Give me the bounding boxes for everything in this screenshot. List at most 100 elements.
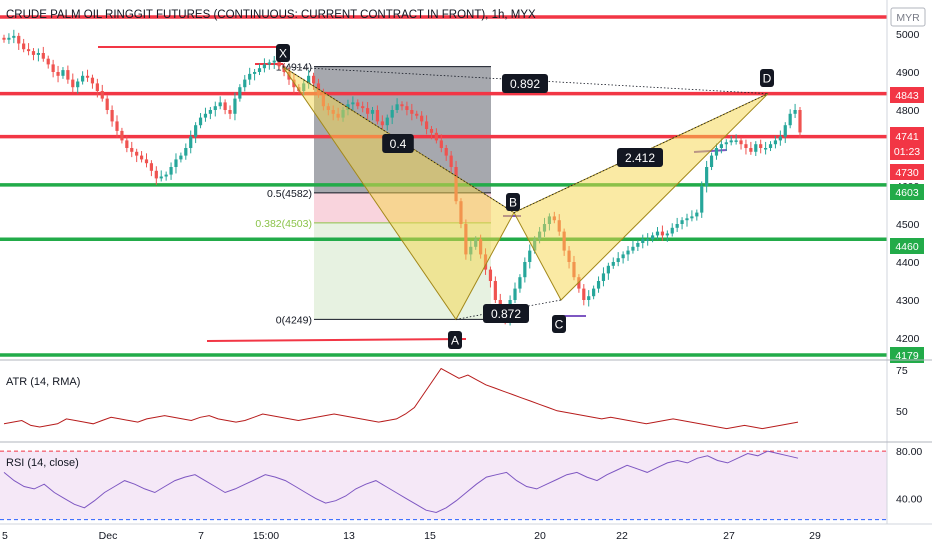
price-axis-badge-label: 4179 <box>895 350 919 362</box>
candle-body <box>385 117 389 126</box>
candle-body <box>783 125 787 137</box>
fib-level-label: 0.382(4503) <box>255 218 312 230</box>
time-axis[interactable]: 5 Dec 7 15:00 13 15 20 22 27 29 <box>2 530 821 542</box>
candle-body <box>267 62 271 65</box>
candle-body <box>641 239 645 243</box>
candle-body <box>100 91 104 99</box>
harmonic-point-label: C <box>555 318 564 332</box>
candle-body <box>405 106 409 110</box>
candle-body <box>616 258 620 262</box>
candle-body <box>174 159 178 167</box>
candle-body <box>56 72 60 76</box>
price-axis-badge <box>890 184 924 200</box>
candle-body <box>444 148 448 156</box>
candle-body <box>223 102 227 110</box>
price-axis-badge-label: 4460 <box>895 241 919 253</box>
candle-body <box>518 277 522 289</box>
candle-body <box>144 159 149 164</box>
candle-body <box>41 53 45 59</box>
candle-body <box>705 167 709 186</box>
rsi-pane[interactable]: RSI (14, close) 80.00 40.00 <box>0 446 922 521</box>
price-axis-badge <box>890 347 924 363</box>
candle-body <box>85 75 90 78</box>
candle-body <box>449 155 453 167</box>
candle-body <box>793 110 797 114</box>
currency-badge[interactable]: MYR <box>890 7 926 27</box>
candle-body <box>252 72 257 74</box>
rsi-upper-label: 80.00 <box>896 446 922 458</box>
price-tick-label: 4400 <box>896 257 920 269</box>
harmonic-point-badge <box>448 331 462 349</box>
time-tick-label: 5 <box>2 530 8 542</box>
candle-body <box>410 110 414 114</box>
candle-body <box>670 227 674 234</box>
candle-body <box>709 155 714 167</box>
rsi-band-fill <box>0 451 887 520</box>
harmonic-point-badge <box>276 44 290 62</box>
candle-body <box>36 53 40 55</box>
harmonic-ratio-label: 0.872 <box>491 307 521 321</box>
harmonic-ratio-label: 2.412 <box>625 151 655 165</box>
candle-body <box>76 81 80 88</box>
candle-body <box>395 104 399 110</box>
harmonic-ratio-badge <box>617 148 663 167</box>
candle-body <box>592 288 596 297</box>
bar-countdown-label: 01:23 <box>894 146 920 158</box>
price-pane[interactable]: 1(4914)0.5(4582)0.382(4503)0(4249)XABCD0… <box>0 15 887 357</box>
candle-body <box>370 110 375 114</box>
annotation-segment <box>206 338 467 342</box>
candle-body <box>655 231 660 236</box>
candle-body <box>700 186 704 213</box>
candle-body <box>380 121 384 126</box>
price-axis-badge-label: 4603 <box>895 187 919 199</box>
candle-body <box>12 35 16 38</box>
candle-body <box>135 151 139 156</box>
atr-tick-label: 75 <box>896 365 908 377</box>
candle-body <box>577 277 581 289</box>
harmonic-point-badge <box>552 315 566 333</box>
candle-body <box>257 68 262 72</box>
atr-pane[interactable]: ATR (14, RMA) 75 50 <box>3 365 908 430</box>
harmonic-ratio-label: 0.4 <box>390 137 407 151</box>
harmonic-point-label: D <box>763 72 772 86</box>
candle-body <box>218 102 222 107</box>
rsi-lower-label: 40.00 <box>896 493 922 505</box>
candle-body <box>198 117 203 126</box>
candle-body <box>680 220 684 224</box>
candle-body <box>685 218 689 221</box>
time-tick-label: 15:00 <box>253 530 279 542</box>
candle-body <box>650 235 655 240</box>
candle-body <box>71 79 75 88</box>
candle-body <box>164 174 168 177</box>
candle-body <box>739 140 743 145</box>
candle-body <box>439 140 443 148</box>
candle-body <box>749 148 753 152</box>
price-axis-badge <box>890 87 924 103</box>
price-axis-badge <box>890 238 924 254</box>
candle-body <box>493 281 497 300</box>
harmonic-ratio-badge <box>382 134 414 153</box>
candle-body <box>724 142 728 145</box>
candle-body <box>429 129 434 133</box>
candle-body <box>606 265 610 274</box>
fib-level-label: 0.5(4582) <box>267 188 312 200</box>
candle-body <box>665 233 669 236</box>
candle-body <box>729 140 733 143</box>
harmonic-point-label: A <box>451 334 459 348</box>
candle-body <box>719 144 723 148</box>
time-tick-label: 15 <box>424 530 436 542</box>
candle-body <box>125 140 129 148</box>
candle-body <box>582 288 586 300</box>
candle-body <box>66 70 70 80</box>
candle-body <box>189 136 193 148</box>
harmonic-point-label: B <box>509 196 517 210</box>
candle-body <box>675 224 679 228</box>
chart-title: CRUDE PALM OIL RINGGIT FUTURES (CONTINUO… <box>6 9 536 21</box>
price-axis[interactable]: 5000490048004700460045004400430042004843… <box>890 29 924 363</box>
currency-label: MYR <box>896 12 920 24</box>
candle-body <box>759 144 763 148</box>
price-tick-label: 5000 <box>896 29 920 41</box>
candle-body <box>695 212 699 217</box>
time-tick-label: 7 <box>198 530 204 542</box>
